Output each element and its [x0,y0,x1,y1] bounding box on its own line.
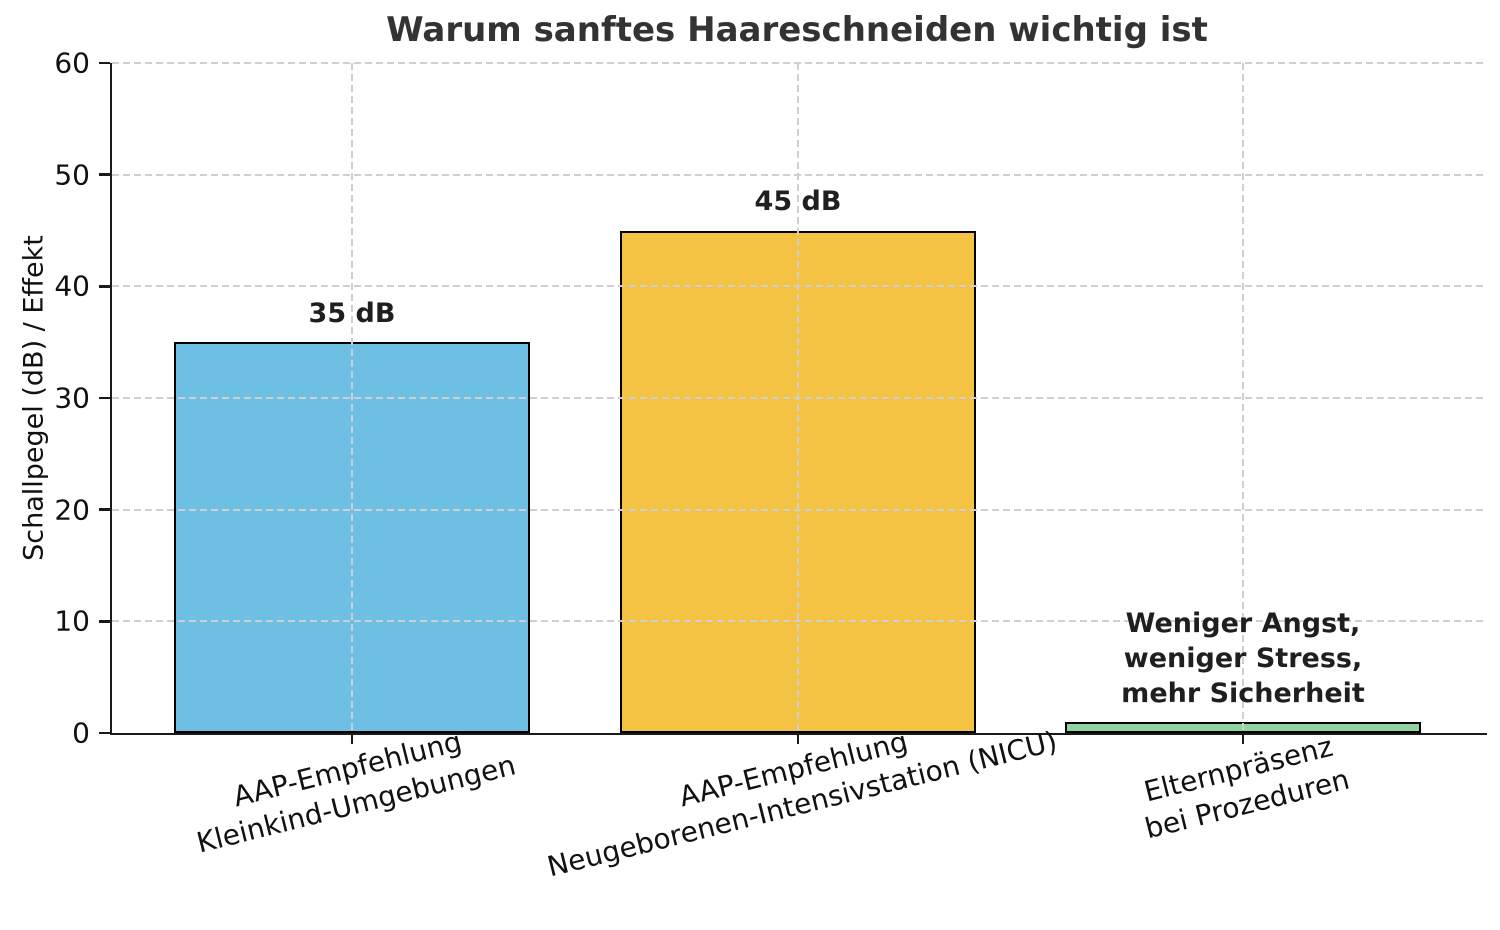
chart-title: Warum sanftes Haareschneiden wichtig ist [386,10,1208,50]
y-tick-label: 60 [54,46,90,80]
h-gridline [112,62,1487,64]
h-gridline [112,173,1487,176]
y-axis-label: Schallpegel (dB) / Effekt [18,235,50,561]
y-tick-label: 0 [72,716,90,750]
bar-label: Weniger Angst, weniger Stress, mehr Sich… [1121,607,1365,709]
y-tick-mark [99,173,110,176]
plot-area: 0 10 20 30 40 50 60 AAP-Empfehlung Kleinkind-Um… [54,47,1487,884]
h-gridline [112,285,1487,288]
y-tick-label: 10 [54,604,90,638]
h-gridline [112,508,1487,511]
y-tick-mark [99,731,110,735]
x-tick-mark [350,733,354,744]
x-tick-label: Elternpräsenz bei Prozeduren [1140,729,1353,846]
y-tick-label: 30 [54,381,90,415]
h-gridline [112,397,1487,399]
y-tick-mark [99,620,110,623]
y-tick-label: 50 [54,158,90,192]
x-tick-mark [1241,733,1245,744]
y-tick-mark [99,61,110,65]
bar-label: 35 dB [308,298,396,330]
y-tick-mark [99,396,110,400]
y-tick-label: 40 [54,269,90,303]
v-gridline [1242,63,1244,733]
y-tick-mark [99,285,110,288]
v-gridline [351,63,353,733]
x-tick-mark [796,733,800,744]
v-gridline [797,63,799,733]
y-tick-label: 20 [54,493,90,527]
h-gridline [112,620,1487,623]
bar-label: 45 dB [754,186,842,218]
y-tick-mark [99,508,110,511]
